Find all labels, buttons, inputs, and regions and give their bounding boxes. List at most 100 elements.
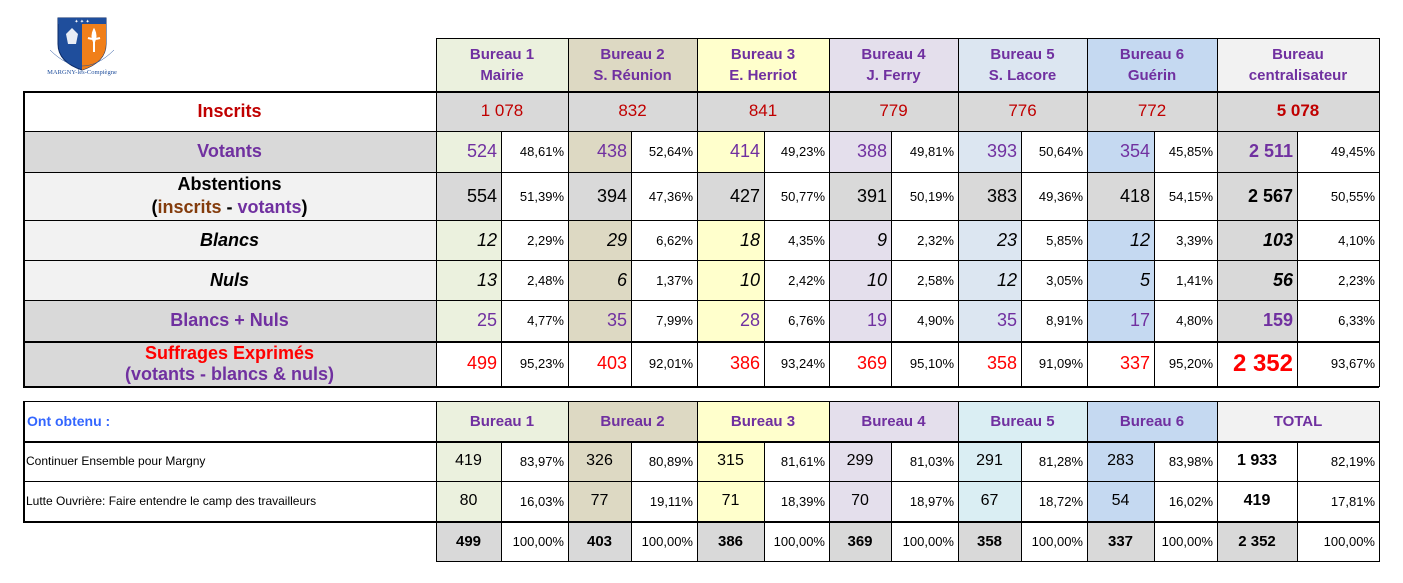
grid-line — [631, 131, 632, 387]
blancsnuls-value: 28 — [697, 300, 764, 341]
nuls-value: 12 — [958, 260, 1021, 300]
abstentions-percent: 51,39% — [501, 172, 568, 220]
grid-line — [764, 441, 765, 561]
grid-line — [23, 401, 1379, 402]
grid-line — [23, 481, 1379, 482]
grid-line — [1297, 441, 1298, 561]
blancs-percent: 2,32% — [891, 220, 958, 260]
votants-value: 2 511 — [1217, 131, 1297, 172]
total-votes: 2 352 — [1217, 521, 1297, 561]
blancsnuls-value: 17 — [1087, 300, 1154, 341]
votants-percent: 50,64% — [1021, 131, 1087, 172]
list-name: Continuer Ensemble pour Margny — [23, 441, 436, 481]
blancsnuls-percent: 6,33% — [1297, 300, 1379, 341]
results-header-7: TOTAL — [1217, 401, 1379, 441]
grid-line — [1379, 401, 1380, 562]
total-percent: 100,00% — [891, 521, 958, 561]
votants-value: 438 — [568, 131, 631, 172]
votants-percent: 52,64% — [631, 131, 697, 172]
bureau-header-1: Bureau 1 Mairie — [436, 38, 568, 91]
blancs-percent: 4,10% — [1297, 220, 1379, 260]
grid-line — [958, 38, 959, 387]
nuls-value: 6 — [568, 260, 631, 300]
total-percent: 100,00% — [764, 521, 829, 561]
grid-line — [23, 91, 1379, 93]
abstentions-percent: 54,15% — [1154, 172, 1217, 220]
bureau-header-line1: Bureau 3 — [730, 45, 796, 63]
grid-line — [436, 401, 437, 562]
total-votes: 358 — [958, 521, 1021, 561]
list-votes: 315 — [697, 441, 764, 481]
blancsnuls-value: 35 — [568, 300, 631, 341]
grid-line — [23, 401, 25, 522]
grid-line — [568, 38, 569, 387]
abstentions-percent: 50,19% — [891, 172, 958, 220]
grid-line — [23, 260, 1379, 261]
list-percent: 16,02% — [1154, 481, 1217, 521]
bureau-header-7: Bureau centralisateur — [1217, 38, 1379, 91]
grid-line — [1154, 131, 1155, 387]
blancs-percent: 4,35% — [764, 220, 829, 260]
inscrits-value: 779 — [829, 91, 958, 131]
votants-percent: 49,23% — [764, 131, 829, 172]
nuls-percent: 1,37% — [631, 260, 697, 300]
grid-line — [23, 131, 1379, 132]
list-percent: 81,03% — [891, 441, 958, 481]
row-label-inscrits: Inscrits — [23, 91, 436, 131]
grid-line — [1087, 38, 1088, 387]
subtitle-part: inscrits — [157, 197, 222, 217]
blancs-percent: 6,62% — [631, 220, 697, 260]
votants-percent: 48,61% — [501, 131, 568, 172]
list-percent: 17,81% — [1297, 481, 1379, 521]
grid-line — [23, 521, 1379, 523]
grid-line — [1154, 441, 1155, 561]
grid-line — [23, 300, 1379, 301]
blancsnuls-percent: 7,99% — [631, 300, 697, 341]
votants-percent: 45,85% — [1154, 131, 1217, 172]
subtitle-part: ) — [301, 197, 308, 217]
list-percent: 16,03% — [501, 481, 568, 521]
results-header-3: Bureau 3 — [697, 401, 829, 441]
total-votes: 499 — [436, 521, 501, 561]
exprimes-value: 358 — [958, 341, 1021, 386]
total-votes: 386 — [697, 521, 764, 561]
abstentions-value: 554 — [436, 172, 501, 220]
row-label-text: Votants — [197, 141, 262, 161]
margny-coat-of-arms-logo: ✦ ✦ ✦ MARGNY-lès-Compiègne — [47, 17, 117, 76]
abstentions-value: 427 — [697, 172, 764, 220]
exprimes-percent: 95,23% — [501, 341, 568, 386]
bureau-header-4: Bureau 4 J. Ferry — [829, 38, 958, 91]
total-percent: 100,00% — [1021, 521, 1087, 561]
row-label-nuls: Nuls — [23, 260, 436, 300]
blancs-value: 12 — [1087, 220, 1154, 260]
blancs-value: 12 — [436, 220, 501, 260]
bureau-header-line2: S. Réunion — [593, 66, 672, 84]
blancsnuls-value: 159 — [1217, 300, 1297, 341]
total-percent: 100,00% — [501, 521, 568, 561]
subtitle-part: votants — [237, 197, 302, 217]
bureau-header-line1: Bureau 6 — [1119, 45, 1185, 63]
total-percent: 100,00% — [631, 521, 697, 561]
list-percent: 18,39% — [764, 481, 829, 521]
row-label-text: Blancs — [199, 229, 260, 250]
grid-line — [891, 441, 892, 561]
total-votes: 369 — [829, 521, 891, 561]
blancsnuls-percent: 4,77% — [501, 300, 568, 341]
row-label-votants: Votants — [23, 131, 436, 172]
results-header-1: Bureau 1 — [436, 401, 568, 441]
list-percent: 83,98% — [1154, 441, 1217, 481]
grid-line — [23, 220, 1379, 221]
grid-line — [1379, 38, 1380, 387]
grid-line — [829, 38, 830, 387]
grid-line — [501, 441, 502, 561]
total-votes: 337 — [1087, 521, 1154, 561]
row-label-text: Abstentions — [177, 174, 282, 194]
nuls-percent: 2,23% — [1297, 260, 1379, 300]
list-name: Lutte Ouvrière: Faire entendre le camp d… — [23, 481, 436, 521]
row-label-text: Suffrages Exprimés — [144, 342, 315, 363]
results-header-5: Bureau 5 — [958, 401, 1087, 441]
list-votes: 1 933 — [1217, 441, 1297, 481]
nuls-percent: 2,58% — [891, 260, 958, 300]
nuls-percent: 1,41% — [1154, 260, 1217, 300]
list-votes: 67 — [958, 481, 1021, 521]
